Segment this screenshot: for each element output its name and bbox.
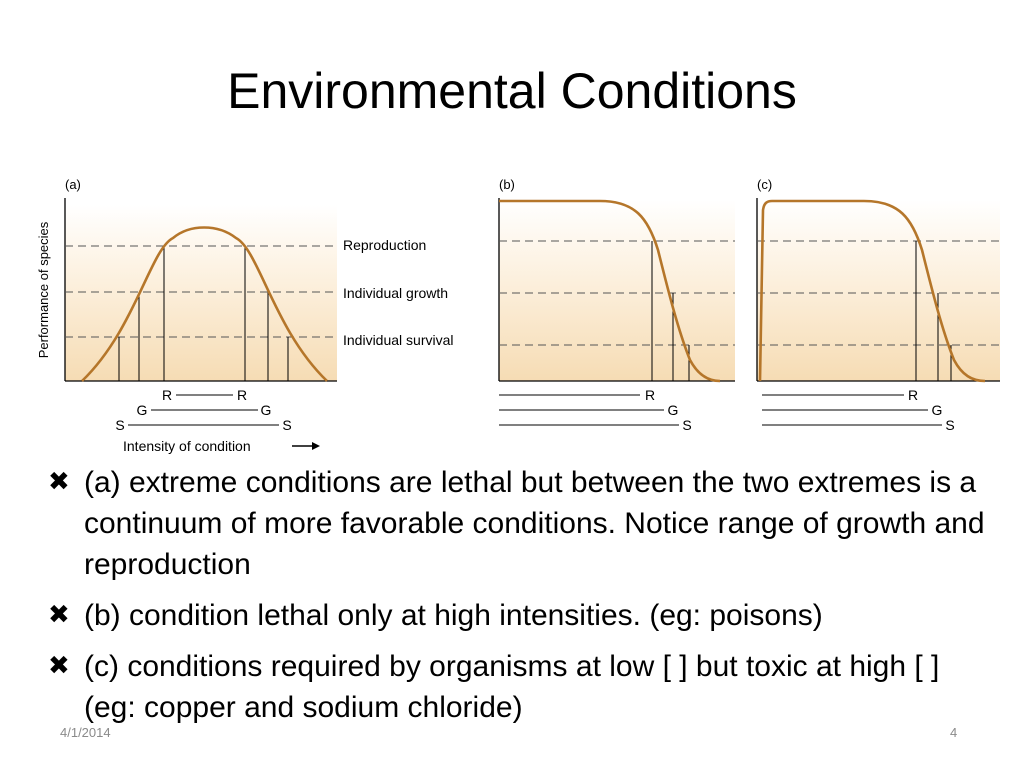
panel-b-r-label: R xyxy=(645,387,655,403)
slide-title: Environmental Conditions xyxy=(227,63,797,119)
bullet-item-a: ✖ (a) extreme conditions are lethal but … xyxy=(48,462,998,585)
r-left-label: R xyxy=(162,387,172,403)
page-number: 4 xyxy=(950,725,958,740)
panel-c-g-label: G xyxy=(932,402,943,418)
panel-a: (a) Performance of species Reproduction … xyxy=(36,177,454,454)
panel-c-r-label: R xyxy=(908,387,918,403)
panel-b-background xyxy=(499,200,735,381)
g-right-label: G xyxy=(261,402,272,418)
panel-c-label: (c) xyxy=(757,177,772,192)
x-axis-arrow-head xyxy=(312,442,320,450)
panel-a-background xyxy=(65,205,337,381)
tolerance-figure: (a) Performance of species Reproduction … xyxy=(36,177,1000,454)
heavy-ballot-x-icon: ✖ xyxy=(48,467,70,497)
performance-curve-c xyxy=(758,199,986,383)
r-right-label: R xyxy=(237,387,247,403)
bullet-text-a: (a) extreme conditions are lethal but be… xyxy=(84,466,985,581)
y-axis-label: Performance of species xyxy=(36,221,51,358)
growth-label: Individual growth xyxy=(343,285,448,301)
bullet-text-b: (b) condition lethal only at high intens… xyxy=(84,599,823,632)
heavy-ballot-x-icon: ✖ xyxy=(48,600,70,630)
panel-b-s-label: S xyxy=(682,417,691,433)
s-left-label: S xyxy=(115,417,124,433)
footer-date: 4/1/2014 xyxy=(60,725,111,740)
heavy-ballot-x-icon: ✖ xyxy=(48,651,70,681)
bullet-list: ✖ (a) extreme conditions are lethal but … xyxy=(48,462,998,738)
performance-curve-a xyxy=(81,226,328,382)
g-left-label: G xyxy=(137,402,148,418)
bullet-item-c: ✖ (c) conditions required by organisms a… xyxy=(48,646,998,728)
panel-c-background xyxy=(757,200,1000,381)
s-right-label: S xyxy=(282,417,291,433)
panel-c-s-label: S xyxy=(945,417,954,433)
reproduction-label: Reproduction xyxy=(343,237,426,253)
panel-c: (c) R G S xyxy=(756,177,1000,433)
x-axis-label: Intensity of condition xyxy=(123,438,251,454)
performance-curve-b xyxy=(499,199,721,383)
survival-label: Individual survival xyxy=(343,332,454,348)
bullet-item-b: ✖ (b) condition lethal only at high inte… xyxy=(48,595,998,636)
panel-b: (b) R G S xyxy=(498,177,735,433)
panel-b-label: (b) xyxy=(499,177,515,192)
panel-a-label: (a) xyxy=(65,177,81,192)
panel-b-g-label: G xyxy=(668,402,679,418)
bullet-text-c: (c) conditions required by organisms at … xyxy=(84,650,940,724)
